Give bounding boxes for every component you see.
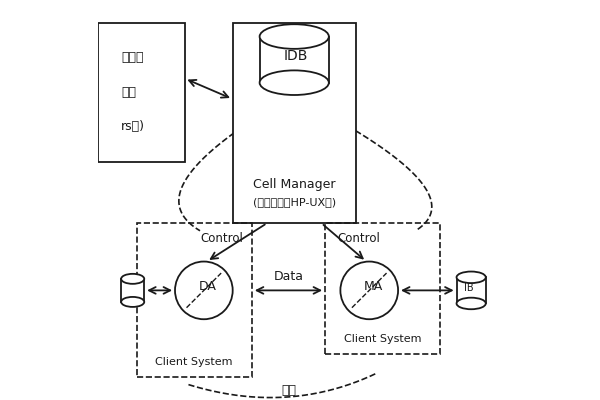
- Ellipse shape: [457, 272, 486, 283]
- Bar: [260, 36, 329, 83]
- Text: Data: Data: [274, 270, 304, 284]
- Bar: [233, 23, 356, 223]
- Ellipse shape: [457, 298, 486, 309]
- Text: IB: IB: [464, 284, 474, 294]
- Text: 面组件: 面组件: [121, 51, 143, 64]
- Bar: [98, 23, 185, 162]
- Bar: [121, 279, 144, 302]
- Text: Control: Control: [338, 232, 380, 245]
- Circle shape: [175, 262, 233, 319]
- Text: DA: DA: [199, 280, 217, 293]
- Text: Control: Control: [200, 232, 243, 245]
- Ellipse shape: [121, 297, 144, 307]
- Text: 网络: 网络: [281, 384, 296, 397]
- Bar: [137, 223, 252, 377]
- Text: 内网: 内网: [121, 86, 136, 99]
- Text: Cell Manager: Cell Manager: [253, 178, 335, 191]
- Bar: [457, 277, 486, 304]
- Ellipse shape: [121, 274, 144, 284]
- Ellipse shape: [260, 24, 329, 49]
- Ellipse shape: [260, 70, 329, 95]
- Text: Client System: Client System: [344, 334, 421, 344]
- Text: rs上): rs上): [121, 120, 145, 134]
- Text: MA: MA: [364, 280, 383, 293]
- Bar: [325, 223, 440, 354]
- Circle shape: [340, 262, 398, 319]
- Text: (安装在内网HP-UX上): (安装在内网HP-UX上): [253, 197, 336, 207]
- Text: IDB: IDB: [284, 49, 308, 63]
- Text: Client System: Client System: [155, 357, 233, 367]
